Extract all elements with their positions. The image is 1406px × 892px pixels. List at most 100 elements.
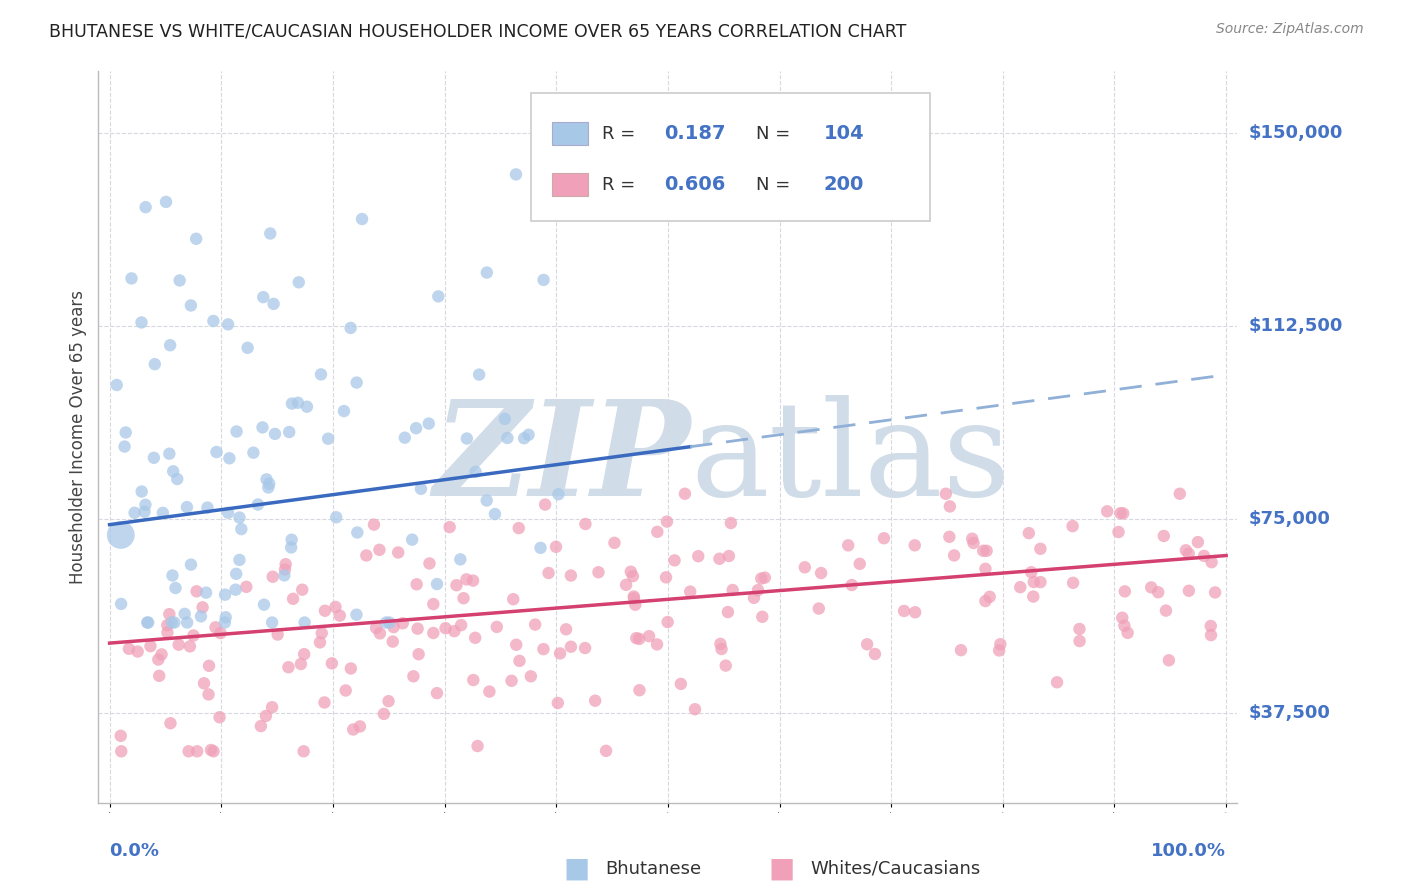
Point xyxy=(114,440,136,454)
Point xyxy=(655,515,678,529)
Point xyxy=(464,631,486,645)
Point xyxy=(157,607,180,621)
Point xyxy=(155,194,177,209)
Point xyxy=(246,498,269,512)
Point xyxy=(475,493,498,508)
Point xyxy=(467,739,489,753)
Text: N =: N = xyxy=(755,125,796,143)
Point xyxy=(235,580,257,594)
Point xyxy=(262,570,284,584)
Point xyxy=(346,376,368,390)
Point xyxy=(264,426,287,441)
Point xyxy=(638,629,661,643)
Point xyxy=(1153,529,1175,543)
Point xyxy=(166,472,188,486)
Text: R =: R = xyxy=(602,125,641,143)
Point xyxy=(533,642,555,657)
Point xyxy=(456,432,478,446)
Point xyxy=(620,565,643,579)
Point xyxy=(717,605,740,619)
Point xyxy=(409,482,432,496)
Point xyxy=(391,616,413,631)
Point xyxy=(180,558,202,572)
Point xyxy=(960,532,983,546)
Point xyxy=(484,507,506,521)
Point xyxy=(427,289,450,303)
Point xyxy=(177,744,200,758)
Point xyxy=(628,683,651,698)
Point xyxy=(321,657,343,671)
Point xyxy=(195,585,218,599)
Text: BHUTANESE VS WHITE/CAUCASIAN HOUSEHOLDER INCOME OVER 65 YEARS CORRELATION CHART: BHUTANESE VS WHITE/CAUCASIAN HOUSEHOLDER… xyxy=(49,22,907,40)
Point xyxy=(215,610,238,624)
Point xyxy=(311,626,333,640)
Point xyxy=(1095,504,1118,518)
Point xyxy=(807,601,830,615)
Point xyxy=(1154,604,1177,618)
Point xyxy=(683,702,706,716)
Point xyxy=(709,551,731,566)
Point xyxy=(449,552,471,566)
Point xyxy=(456,573,478,587)
Point xyxy=(363,517,385,532)
Point xyxy=(623,590,645,604)
Point xyxy=(408,647,430,661)
Point xyxy=(935,487,957,501)
Point xyxy=(434,621,457,635)
Text: Bhutanese: Bhutanese xyxy=(605,860,702,878)
Point xyxy=(547,696,569,710)
Point xyxy=(364,621,387,635)
Point xyxy=(418,557,440,571)
Point xyxy=(645,637,668,651)
Point xyxy=(1114,618,1136,632)
Text: $112,500: $112,500 xyxy=(1249,318,1343,335)
Point xyxy=(225,425,247,439)
Point xyxy=(555,622,578,636)
Point xyxy=(131,316,153,330)
Point xyxy=(1174,543,1197,558)
Point xyxy=(453,591,475,606)
Point xyxy=(508,521,530,535)
Point xyxy=(340,661,363,675)
Point xyxy=(152,506,174,520)
Text: 0.187: 0.187 xyxy=(665,124,725,143)
Point xyxy=(1029,541,1052,556)
Point xyxy=(262,700,284,714)
Point xyxy=(349,719,371,733)
Point xyxy=(274,558,297,572)
Point xyxy=(508,654,530,668)
Text: atlas: atlas xyxy=(690,394,1011,524)
Point xyxy=(236,341,259,355)
Point xyxy=(287,396,309,410)
Point xyxy=(159,716,181,731)
Point xyxy=(136,615,159,630)
Point xyxy=(418,417,440,431)
Point xyxy=(520,669,543,683)
Point xyxy=(1108,524,1130,539)
Point xyxy=(124,506,146,520)
Point xyxy=(1018,526,1040,541)
Point xyxy=(139,639,162,653)
Point xyxy=(294,615,316,630)
Point xyxy=(186,744,208,758)
Point xyxy=(1168,487,1191,501)
Point xyxy=(505,638,527,652)
Point xyxy=(252,420,274,434)
Point xyxy=(110,744,132,758)
Point xyxy=(148,652,170,666)
Point xyxy=(256,472,278,486)
Point xyxy=(156,625,179,640)
Point xyxy=(863,647,886,661)
Point xyxy=(242,445,264,459)
Point xyxy=(135,200,157,214)
Point xyxy=(904,605,927,619)
FancyBboxPatch shape xyxy=(551,173,588,196)
Point xyxy=(118,641,141,656)
Y-axis label: Householder Income Over 65 years: Householder Income Over 65 years xyxy=(69,290,87,584)
Point xyxy=(273,568,295,582)
Point xyxy=(485,620,508,634)
Point xyxy=(176,500,198,515)
Point xyxy=(426,577,449,591)
Point xyxy=(1204,585,1226,599)
Point xyxy=(169,273,191,287)
